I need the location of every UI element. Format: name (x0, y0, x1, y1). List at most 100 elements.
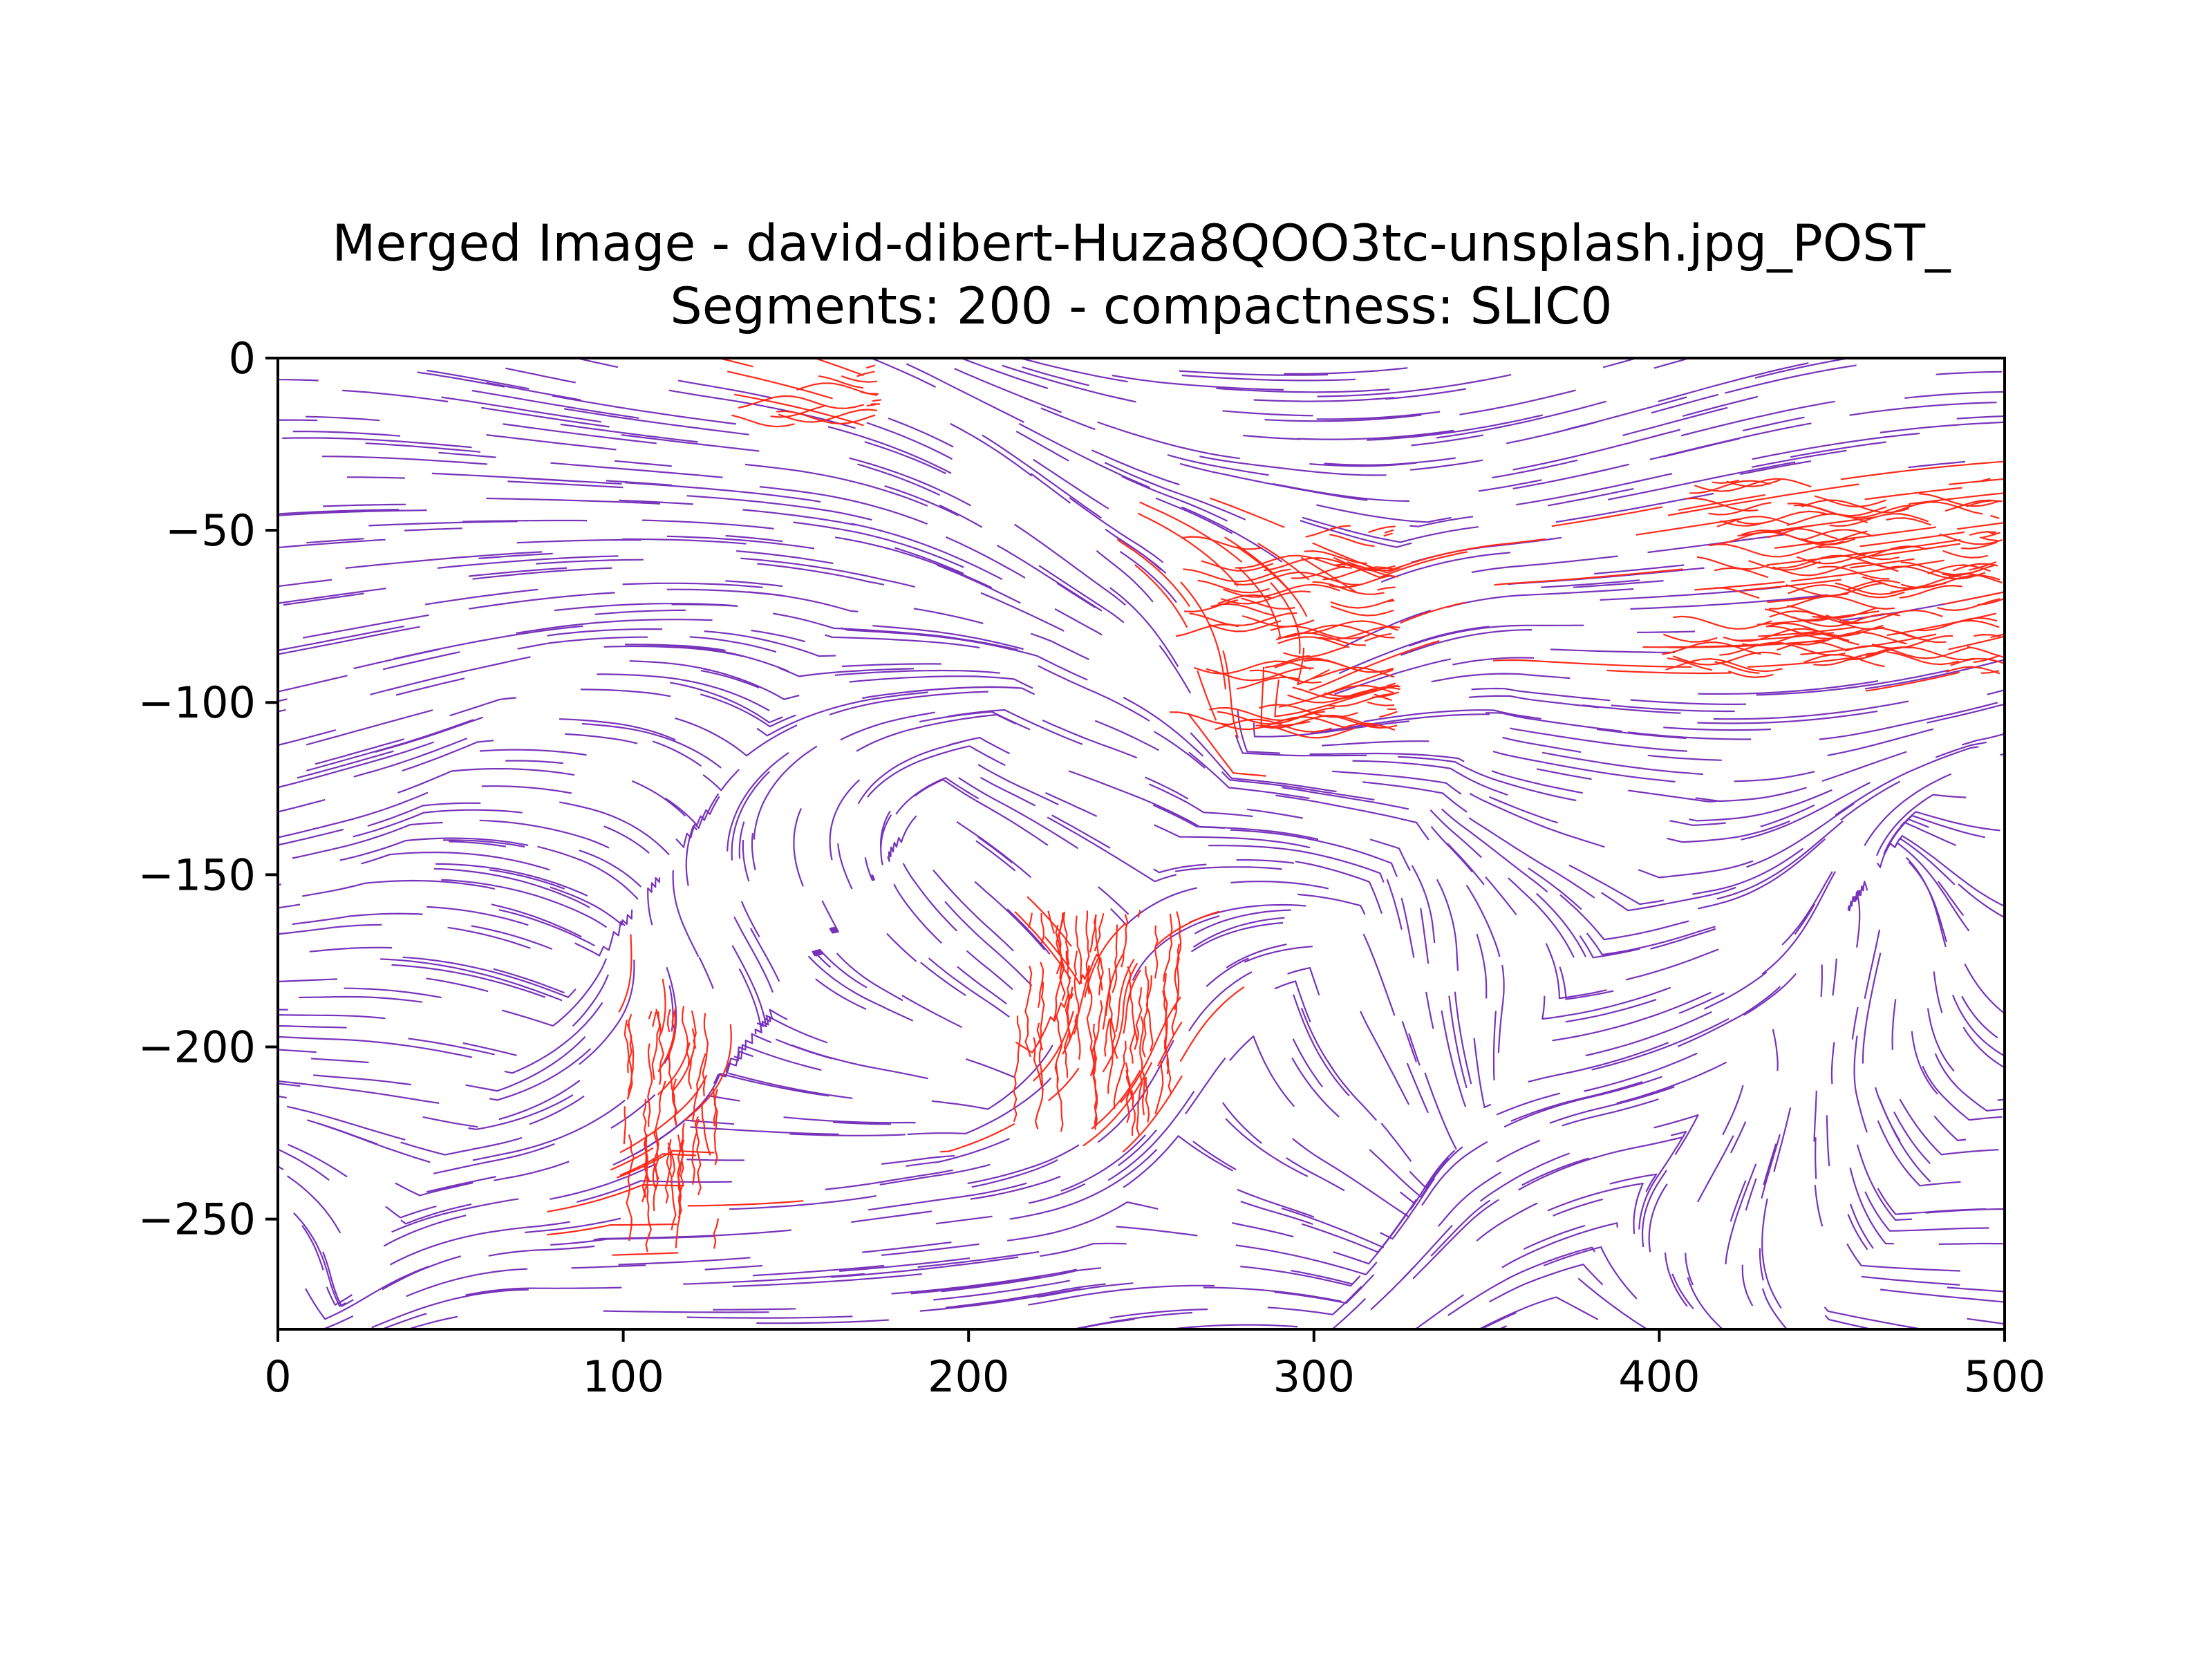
highlight-contour (1918, 493, 2000, 507)
highlight-contour (1322, 684, 1395, 697)
segment-contour (920, 962, 966, 997)
highlight-contour (1039, 982, 1045, 1051)
segment-contour (1154, 824, 1311, 849)
segment-contour (906, 363, 1024, 423)
segment-contour (704, 1264, 763, 1271)
segment-contour (594, 609, 686, 615)
segment-contour (1116, 536, 1162, 571)
segment-contour (740, 557, 915, 588)
segment-contour (625, 644, 789, 673)
segment-contour (833, 1121, 891, 1125)
highlight-contour (1974, 634, 2001, 637)
segment-contour (486, 382, 581, 401)
segment-contour (956, 821, 1032, 879)
segment-contour (939, 504, 983, 528)
segment-contour (1936, 371, 2003, 375)
highlight-contour (681, 1006, 690, 1067)
highlight-contour (647, 1043, 653, 1127)
segment-contour (346, 476, 405, 479)
segment-contour (479, 749, 587, 756)
segment-contour (552, 395, 737, 425)
segment-contour (1018, 422, 1151, 489)
segment-contour (438, 451, 496, 458)
segment-contour (1174, 866, 1282, 872)
segment-contour (1441, 808, 1548, 893)
highlight-contour (1183, 568, 1291, 583)
segment-contour (971, 1159, 1058, 1188)
segment-contour (1264, 414, 1422, 422)
highlight-contour (1944, 499, 2000, 512)
highlight-contour (1139, 1016, 1145, 1116)
segment-contour (1501, 1222, 1618, 1268)
segment-contour (597, 673, 770, 712)
segment-contour (1038, 665, 1150, 722)
segment-contour (1479, 1152, 1570, 1202)
segment-contour (1856, 1144, 1913, 1221)
segment-contour (370, 656, 531, 695)
segment-contour (2006, 1006, 2022, 1016)
segment-contour (1585, 1011, 1712, 1057)
segment-contour (402, 740, 494, 772)
segment-contour (2000, 753, 2005, 756)
highlight-contour (1788, 584, 1905, 599)
segment-contour (1159, 644, 1192, 694)
segment-contour (872, 625, 1024, 650)
highlight-contour (1121, 914, 1129, 968)
highlight-contour (1241, 597, 1295, 610)
segment-contour (1181, 374, 1356, 382)
highlight-contour (1028, 912, 1033, 928)
segment-contour (1815, 1137, 1817, 1179)
highlight-contour (1330, 605, 1394, 617)
highlight-contour (1712, 479, 1740, 484)
segment-contour (491, 903, 582, 938)
segment-contour (306, 538, 364, 544)
segment-contour (738, 821, 745, 859)
segment-contour (1297, 893, 1366, 915)
segment-contour (1730, 1121, 1747, 1154)
segment-contour (367, 802, 481, 827)
segment-contour (1900, 821, 1957, 847)
x-tick-label: 300 (1273, 1351, 1355, 1402)
highlight-contour (668, 1006, 677, 1060)
segment-contour (565, 733, 638, 744)
segment-contour (1029, 1183, 1086, 1204)
highlight-contour (1235, 554, 1352, 569)
highlight-contour (1849, 558, 1915, 569)
segment-contour (1958, 883, 2005, 919)
segment-contour (1650, 928, 1716, 950)
highlight-contour (1678, 494, 1766, 511)
segment-contour (1518, 1136, 1683, 1191)
segment-contour (821, 900, 839, 934)
segment-contour (1167, 454, 1269, 476)
segment-contour (1293, 994, 1350, 1097)
segment-contour (1607, 461, 1796, 500)
highlight-contour (1108, 968, 1118, 1059)
highlight-contour (618, 934, 632, 1013)
highlight-contour (1862, 574, 1962, 590)
segment-contour (736, 550, 834, 565)
segment-contour (468, 567, 568, 577)
segment-contour (1236, 859, 1295, 864)
segment-contour (1664, 1252, 1688, 1307)
segment-contour (756, 1319, 889, 1324)
highlight-contour (626, 1134, 635, 1241)
segment-contour (907, 1077, 1052, 1136)
highlight-contour (734, 393, 864, 427)
segment-contour (1030, 473, 1071, 504)
segment-contour (1861, 1275, 1960, 1286)
segment-contour (278, 588, 386, 604)
segment-contour (1192, 1141, 1237, 1170)
highlight-contour (1989, 514, 2000, 519)
segment-contour (621, 434, 760, 452)
segment-contour (868, 1182, 1027, 1211)
segment-contour (977, 836, 1013, 864)
segment-contour (928, 957, 1010, 1018)
highlight-contour (770, 405, 825, 418)
segment-contour (1584, 1052, 1698, 1092)
highlight-contour (1197, 670, 1217, 721)
segment-contour (713, 1050, 753, 1085)
segment-contour (1880, 1288, 2005, 1303)
highlight-contour (1120, 996, 1182, 1103)
segment-contour (1759, 1248, 1764, 1281)
segment-contour (1647, 534, 1785, 554)
